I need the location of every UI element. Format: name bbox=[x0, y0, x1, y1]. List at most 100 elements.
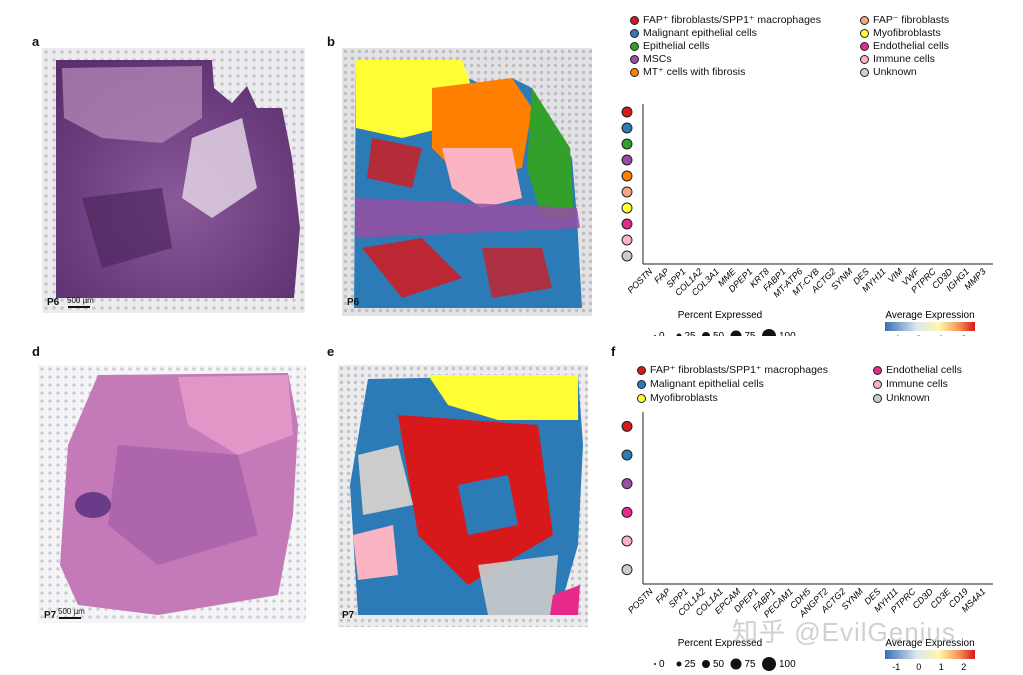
color-legend-tick: -1 bbox=[892, 662, 900, 672]
color-legend-bar bbox=[885, 322, 975, 331]
size-legend-dot bbox=[702, 660, 710, 668]
row-swatch bbox=[621, 506, 633, 518]
legend-label: Unknown bbox=[873, 66, 917, 78]
row-swatch bbox=[621, 122, 633, 134]
size-legend-title: Percent Expressed bbox=[678, 310, 763, 321]
size-legend-dot bbox=[730, 658, 742, 670]
he-tissue-p6-svg bbox=[42, 48, 305, 313]
legend-swatch bbox=[630, 67, 639, 77]
row-swatch bbox=[621, 170, 633, 182]
row-swatch bbox=[621, 478, 633, 490]
size-legend-label: 25 bbox=[685, 331, 697, 336]
legend-bottom-item: Immune cells bbox=[873, 378, 948, 390]
size-legend-label: 100 bbox=[779, 331, 796, 336]
panel-letter-f: f bbox=[611, 344, 616, 359]
size-legend-label: 50 bbox=[713, 331, 725, 336]
size-legend-dot bbox=[730, 330, 742, 336]
row-swatch bbox=[621, 250, 633, 262]
legend-top-item: FAP⁻ fibroblasts bbox=[860, 14, 949, 26]
row-swatch bbox=[621, 420, 633, 432]
color-legend-tick: 0 bbox=[916, 662, 921, 672]
legend-label: Malignant epithelial cells bbox=[650, 378, 764, 390]
legend-top-item: MT⁺ cells with fibrosis bbox=[630, 66, 745, 78]
row-swatch bbox=[621, 106, 633, 118]
dotplot-f: POSTNFAPSPP1COL1A2COL1A1EPCAMDPEP1FABP1P… bbox=[621, 412, 993, 672]
watermark: 知乎 @EvilGenius bbox=[732, 617, 956, 647]
color-legend-tick: -1 bbox=[892, 334, 900, 336]
color-legend-tick: 0 bbox=[916, 334, 921, 336]
legend-label: FAP⁻ fibroblasts bbox=[873, 14, 950, 26]
legend-swatch bbox=[630, 28, 639, 38]
color-legend-tick: 2 bbox=[961, 662, 966, 672]
row-swatch bbox=[621, 154, 633, 166]
legend-swatch bbox=[873, 393, 882, 403]
spatial-map-p6-svg bbox=[342, 48, 592, 316]
size-legend-dot bbox=[762, 657, 776, 671]
legend-top-item: MSCs bbox=[630, 53, 672, 65]
color-legend-tick: 2 bbox=[961, 334, 966, 336]
legend-label: FAP⁺ fibroblasts/SPP1⁺ macrophages bbox=[650, 364, 829, 376]
row-swatch bbox=[621, 449, 633, 461]
size-legend-dot bbox=[654, 335, 656, 336]
legend-swatch bbox=[860, 54, 869, 64]
scale-bar-d bbox=[59, 617, 81, 619]
panel-letter-d: d bbox=[32, 344, 40, 359]
legend-label: MT⁺ cells with fibrosis bbox=[643, 66, 746, 78]
size-legend-dot bbox=[676, 333, 682, 336]
legend-swatch bbox=[637, 365, 646, 375]
row-swatch bbox=[621, 218, 633, 230]
legend-label: Immune cells bbox=[886, 378, 948, 390]
he-tissue-p7-svg bbox=[38, 365, 306, 623]
scale-bar-a bbox=[68, 306, 90, 308]
he-image-p6 bbox=[42, 48, 305, 313]
legend-bottom-item: FAP⁺ fibroblasts/SPP1⁺ macrophages bbox=[637, 364, 828, 376]
legend-label: Endothelial cells bbox=[886, 364, 962, 376]
size-legend-label: 25 bbox=[685, 659, 697, 670]
legend-top-item: Endothelial cells bbox=[860, 40, 949, 52]
color-legend-bar bbox=[885, 650, 975, 659]
legend-swatch bbox=[630, 54, 639, 64]
legend-swatch bbox=[873, 365, 882, 375]
legend-swatch bbox=[637, 379, 646, 389]
panel-letter-b: b bbox=[327, 34, 335, 49]
spatial-map-p6 bbox=[342, 48, 592, 316]
legend-swatch bbox=[873, 379, 882, 389]
legend-swatch bbox=[860, 67, 869, 77]
row-swatch bbox=[621, 186, 633, 198]
size-legend-label: 75 bbox=[745, 331, 757, 336]
row-swatch bbox=[621, 234, 633, 246]
legend-bottom-item: Endothelial cells bbox=[873, 364, 962, 376]
size-legend-label: 0 bbox=[659, 659, 665, 670]
legend-top-item: Unknown bbox=[860, 66, 917, 78]
row-swatch bbox=[621, 138, 633, 150]
legend-top: FAP⁺ fibroblasts/SPP1⁺ macrophages Malig… bbox=[630, 14, 1010, 84]
spatial-map-p7-svg bbox=[338, 365, 588, 627]
legend-swatch bbox=[630, 41, 639, 51]
legend-bottom-item: Malignant epithelial cells bbox=[637, 378, 764, 390]
legend-label: Endothelial cells bbox=[873, 40, 949, 52]
gene-tick-label: POSTN bbox=[625, 266, 654, 295]
legend-top-item: Myofibroblasts bbox=[860, 27, 941, 39]
legend-swatch bbox=[860, 28, 869, 38]
size-legend-dot bbox=[702, 332, 710, 336]
sample-label-e: P7 bbox=[342, 610, 355, 621]
size-legend-label: 100 bbox=[779, 659, 796, 670]
row-swatch bbox=[621, 564, 633, 576]
legend-label: Myofibroblasts bbox=[873, 27, 941, 39]
size-legend-label: 0 bbox=[659, 331, 665, 336]
size-legend-title: Percent Expressed bbox=[678, 638, 763, 649]
color-legend-tick: 1 bbox=[939, 334, 944, 336]
legend-label: Immune cells bbox=[873, 53, 935, 65]
legend-label: MSCs bbox=[643, 53, 672, 65]
size-legend-dot bbox=[762, 329, 776, 336]
legend-bottom-item: Myofibroblasts bbox=[637, 392, 718, 404]
legend-top-item: Epithelial cells bbox=[630, 40, 710, 52]
legend-label: Myofibroblasts bbox=[650, 392, 718, 404]
legend-swatch bbox=[860, 41, 869, 51]
legend-swatch bbox=[637, 393, 646, 403]
legend-top-item: Immune cells bbox=[860, 53, 935, 65]
color-legend-tick: 1 bbox=[939, 662, 944, 672]
legend-label: Epithelial cells bbox=[643, 40, 710, 52]
sample-label-a: P6 bbox=[47, 297, 60, 308]
legend-bottom: FAP⁺ fibroblasts/SPP1⁺ macrophages Malig… bbox=[637, 364, 1017, 408]
